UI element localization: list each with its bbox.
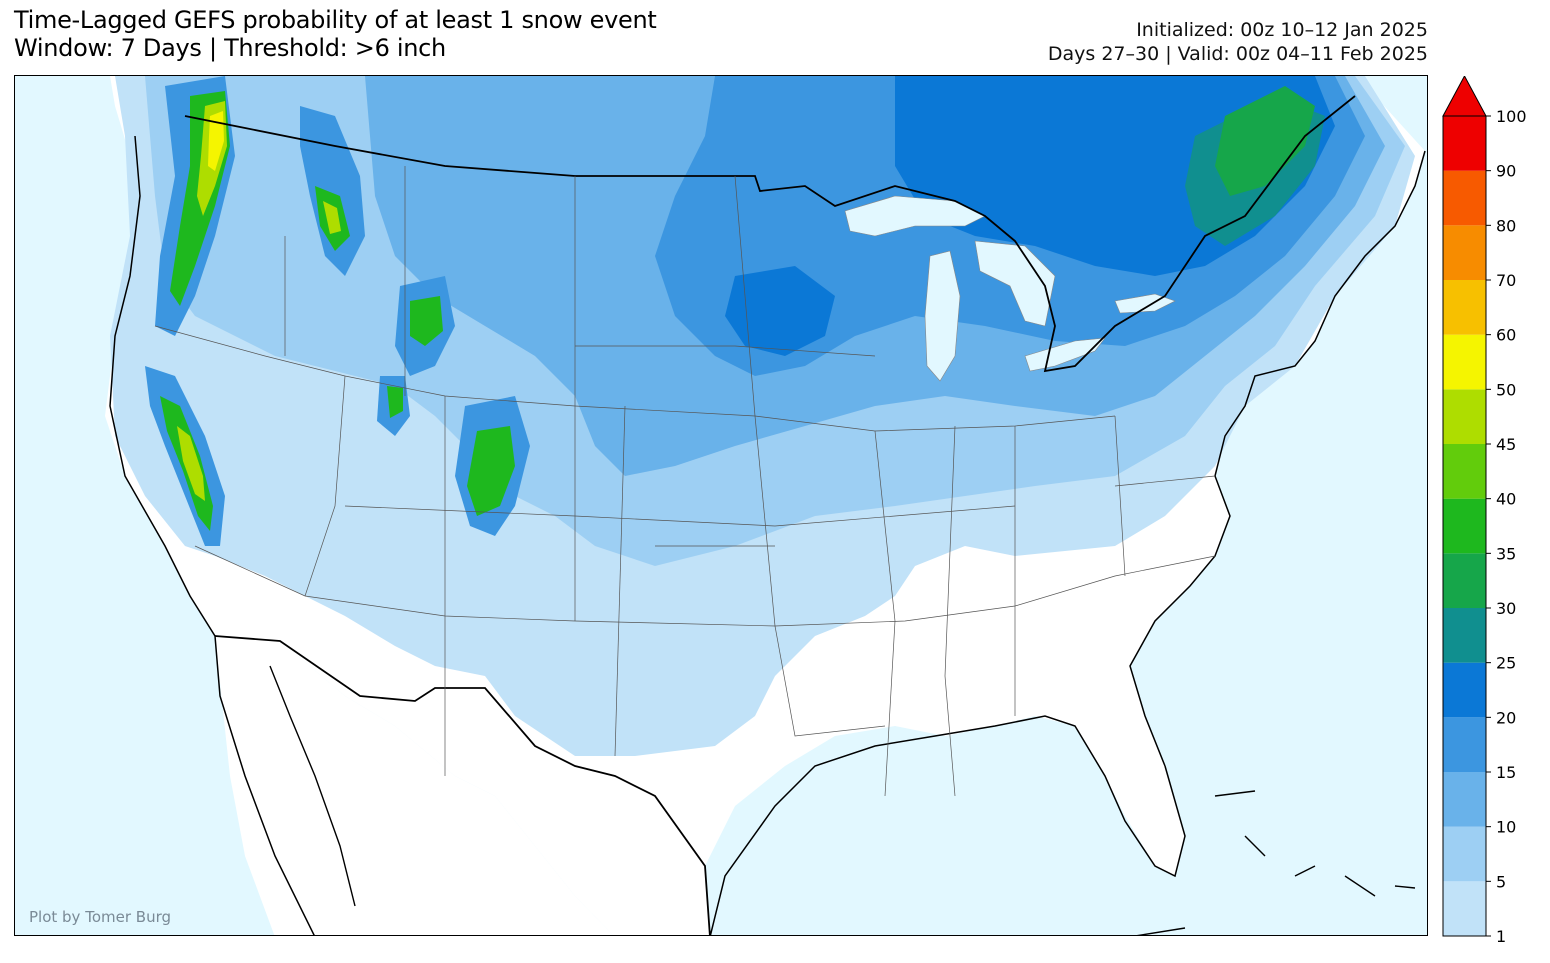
colorbar-tick-label: 45 <box>1496 435 1516 454</box>
valid-label: Days 27–30 | Valid: 00z 04–11 Feb 2025 <box>1047 43 1428 65</box>
contour-colorado-inner <box>467 426 515 516</box>
colorbar-tick-label: 60 <box>1496 326 1516 345</box>
colorbar-tick-label: 80 <box>1496 216 1516 235</box>
mexico-landmass <box>215 636 614 935</box>
contour-cascades-peak <box>208 111 224 171</box>
map-credit: Plot by Tomer Burg <box>29 908 171 926</box>
colorbar-swatch <box>1443 389 1486 444</box>
colorbar-swatches <box>1442 76 1487 937</box>
colorbar-tick-label: 15 <box>1496 763 1516 782</box>
title-line-2: Window: 7 Days | Threshold: >6 inch <box>14 34 446 62</box>
contour-30-35 <box>1215 86 1315 196</box>
colorbar-swatch <box>1443 662 1486 718</box>
snow-probability-map <box>15 76 1427 935</box>
colorbar-tick-label: 10 <box>1496 818 1516 837</box>
islands <box>1136 790 1416 935</box>
colorbar-tick-label: 1 <box>1496 927 1506 946</box>
map-metadata: Initialized: 00z 10–12 Jan 2025 Days 27–… <box>1048 18 1428 66</box>
colorbar-outline <box>1442 115 1487 937</box>
colorbar-extend-arrow <box>1442 76 1487 117</box>
west-coastline <box>109 135 315 935</box>
political-borders <box>109 95 1426 935</box>
colorbar-tick-label: 20 <box>1496 708 1516 727</box>
great-lakes <box>844 195 1176 382</box>
colorbar-swatch <box>1443 170 1486 226</box>
colorbar-swatch <box>1443 881 1486 936</box>
state-borders <box>154 166 1216 797</box>
map-title: Time-Lagged GEFS probability of at least… <box>14 6 657 62</box>
colorbar-swatch <box>1443 826 1486 882</box>
colorbar-swatch <box>1443 772 1486 827</box>
contour-wyoming-inner <box>410 296 443 346</box>
baja-coast <box>269 665 356 907</box>
colorbar-tick-label: 70 <box>1496 271 1516 290</box>
colorbar-swatch <box>1443 334 1486 390</box>
colorbar-tick-label: 25 <box>1496 654 1516 673</box>
contour-20-25-midwest <box>725 266 835 356</box>
colorbar-swatch <box>1443 280 1486 335</box>
contour-utah-inner <box>387 386 403 418</box>
us-mexico-border <box>214 635 711 935</box>
colorbar-swatch <box>1443 717 1486 772</box>
lake-huron <box>974 240 1056 327</box>
colorbar-swatch <box>1443 608 1486 663</box>
colorbar-swatch <box>1443 225 1486 280</box>
colorbar-tick-label: 30 <box>1496 599 1516 618</box>
colorbar-swatch <box>1443 553 1486 608</box>
map-panel: Plot by Tomer Burg <box>14 75 1428 936</box>
gulf-coastline <box>709 715 1186 935</box>
lake-superior <box>844 195 986 237</box>
lake-michigan <box>924 250 961 382</box>
colorbar-tick-label: 35 <box>1496 544 1516 563</box>
contour-idaho-core <box>323 201 341 234</box>
colorbar-swatch <box>1443 444 1486 499</box>
us-canada-border <box>184 95 1356 373</box>
contour-sierra-core <box>177 426 205 501</box>
title-line-1: Time-Lagged GEFS probability of at least… <box>14 6 657 34</box>
colorbar-tick-label: 40 <box>1496 490 1516 509</box>
colorbar-tick-label: 50 <box>1496 380 1516 399</box>
east-coastline <box>1129 150 1426 767</box>
lake-erie <box>1024 337 1106 372</box>
colorbar-tick-label: 5 <box>1496 872 1506 891</box>
initialized-label: Initialized: 00z 10–12 Jan 2025 <box>1136 19 1428 41</box>
colorbar-tick-label: 100 <box>1496 107 1527 126</box>
colorbar-tick-label: 90 <box>1496 162 1516 181</box>
colorbar-swatch <box>1443 116 1486 171</box>
colorbar-swatch <box>1443 498 1486 554</box>
